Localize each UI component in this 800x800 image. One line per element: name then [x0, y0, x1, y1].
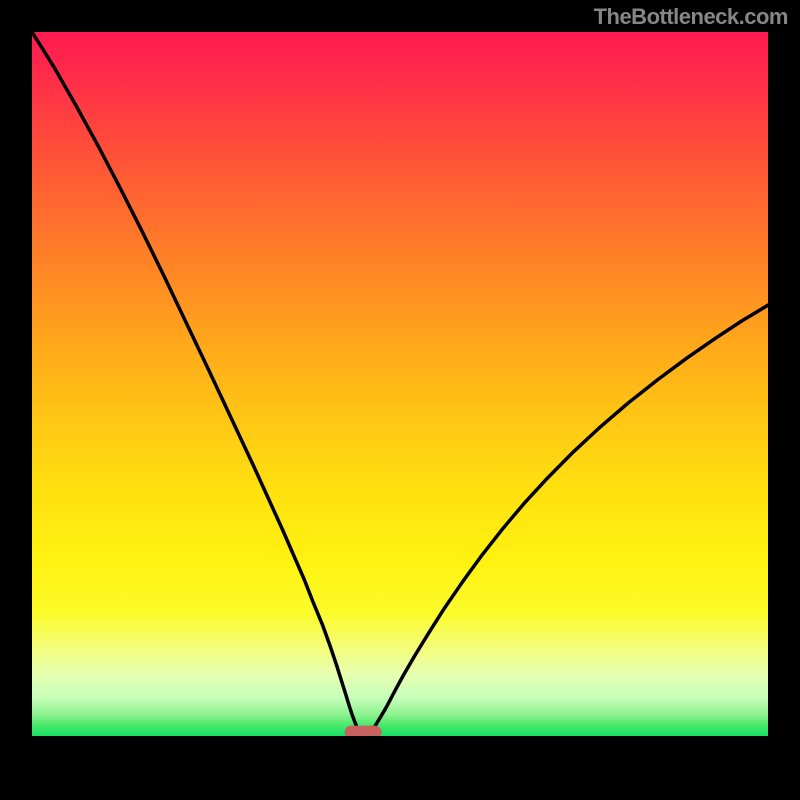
plot-outer-frame: [32, 32, 768, 768]
chart-plot-area: [32, 32, 768, 736]
chart-min-marker: [345, 726, 382, 736]
chart-xaxis-strip: [32, 736, 768, 766]
chart-gradient-background: [32, 32, 768, 736]
watermark-text: TheBottleneck.com: [594, 4, 788, 30]
